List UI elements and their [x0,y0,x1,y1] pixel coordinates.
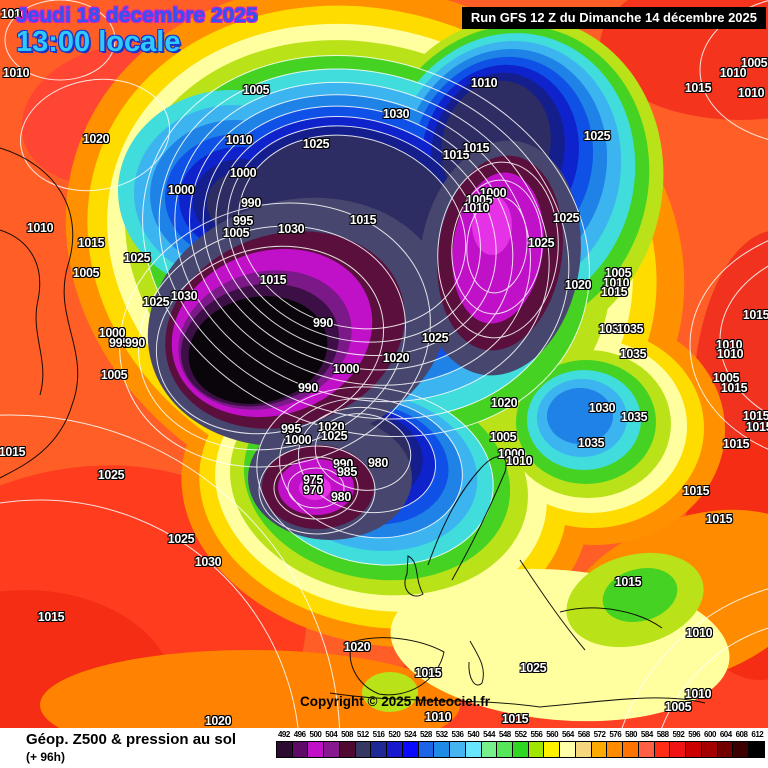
scale-swatch [701,742,718,757]
scale-swatch [465,742,482,757]
scale-tick-value: 576 [609,730,622,739]
valid-time-block: Jeudi 18 décembre 2025 13:00 locale [16,4,258,59]
scale-tick-value: 528 [419,730,432,739]
scale-tick-value: 540 [467,730,480,739]
scale-tick-value: 504 [325,730,338,739]
scale-swatch [717,742,734,757]
scale-swatch [591,742,608,757]
valid-date: Jeudi 18 décembre 2025 [16,4,258,27]
scale-swatch [355,742,372,757]
scale-swatch [339,742,356,757]
isohypse-contours [0,0,768,728]
scale-tick-value: 604 [719,730,732,739]
scale-swatch [686,742,702,757]
scale-tick-value: 560 [546,730,559,739]
scale-tick-value: 548 [498,730,511,739]
scale-tick-value: 596 [688,730,701,739]
forecast-offset: (+ 96h) [26,750,66,764]
legend-band: Géop. Z500 & pression au sol (+ 96h) 492… [0,728,768,768]
geopotential-map [0,0,768,728]
color-scale-swatches [276,741,765,758]
scale-swatch [623,742,639,757]
scale-swatch [575,742,592,757]
scale-tick-value: 584 [640,730,653,739]
scale-tick-value: 612 [751,730,764,739]
copyright-text: Copyright © 2025 Meteociel.fr [300,694,490,709]
scale-swatch [402,742,419,757]
scale-tick-value: 516 [372,730,385,739]
scale-tick-value: 556 [530,730,543,739]
scale-swatch [371,742,388,757]
scale-swatch [418,742,435,757]
scale-tick-value: 524 [404,730,417,739]
scale-tick-value: 496 [293,730,306,739]
product-title: Géop. Z500 & pression au sol [26,731,237,748]
scale-swatch [481,742,498,757]
scale-tick-value: 580 [625,730,637,739]
scale-tick-value: 508 [341,730,353,739]
color-scale: 492 496 500 504 508 512 516 520 524 528 532 536 540 5… [276,730,765,758]
scale-swatch [308,742,325,757]
scale-tick-value: 500 [309,730,322,739]
scale-swatch [450,742,466,757]
scale-tick-value: 600 [704,730,716,739]
scale-swatch [324,742,340,757]
scale-tick-value: 592 [672,730,685,739]
valid-time: 13:00 locale [16,26,181,59]
scale-swatch [638,742,655,757]
scale-swatch [292,742,309,757]
scale-swatch [277,742,293,757]
scale-swatch [560,742,576,757]
scale-tick-value: 532 [435,730,448,739]
scale-swatch [387,742,403,757]
scale-swatch [733,742,750,757]
scale-tick-value: 608 [735,730,748,739]
scale-tick-value: 512 [356,730,369,739]
scale-swatch [544,742,561,757]
scale-swatch [607,742,624,757]
scale-tick-value: 588 [656,730,669,739]
scale-swatch [513,742,529,757]
scale-swatch [749,742,764,757]
scale-swatch [528,742,545,757]
coastlines [0,147,706,708]
color-scale-ticks: 492 496 500 504 508 512 516 520 524 528 532 536 540 5… [276,730,765,739]
scale-tick-value: 564 [562,730,574,739]
scale-tick-value: 544 [483,730,495,739]
scale-tick-value: 520 [388,730,401,739]
scale-tick-value: 552 [514,730,527,739]
map-canvas: 1010 1010 1020 1005 1010 1025 1000 1030 1015 1010… [0,0,768,728]
scale-swatch [497,742,514,757]
scale-swatch [654,742,671,757]
scale-tick-value: 536 [451,730,464,739]
scale-tick-value: 568 [577,730,590,739]
model-run-label: Run GFS 12 Z du Dimanche 14 décembre 202… [461,7,766,29]
scale-swatch [434,742,451,757]
scale-swatch [670,742,687,757]
scale-tick-value: 492 [277,730,290,739]
scale-tick-value: 572 [593,730,606,739]
